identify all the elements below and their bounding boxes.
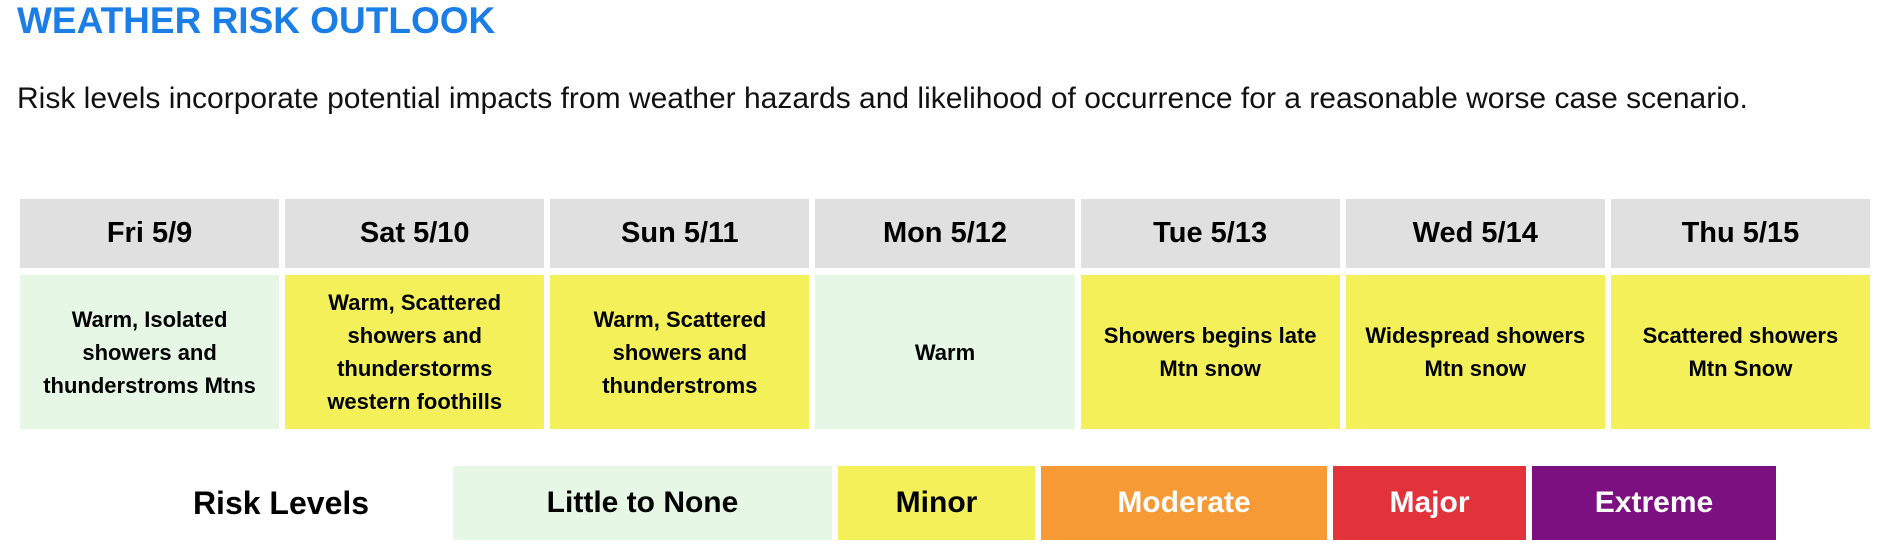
day-cell: Showers begins late Mtn snow: [1080, 275, 1340, 429]
day-header: Fri 5/9: [20, 199, 280, 268]
cell-line: Warm: [914, 339, 976, 365]
day-header: Tue 5/13: [1080, 199, 1340, 268]
day-cell: Warm, Scattered showers and thunderstorms w…: [285, 275, 545, 429]
cell-line: Mtn snow: [1424, 356, 1526, 381]
cell-line: Mtn snow: [1159, 356, 1261, 381]
legend-item: Minor: [838, 466, 1035, 540]
day-header: Sat 5/10: [285, 199, 545, 268]
cell-line: Mtn Snow: [1688, 356, 1793, 381]
legend-title: Risk Levels: [192, 484, 370, 521]
day-cell: Warm, Isolated showers and thunderstroms M…: [20, 275, 280, 429]
cell-line: thunderstorms: [337, 356, 493, 381]
day-header: Mon 5/12: [815, 199, 1075, 268]
cell-line: Scattered showers: [1642, 323, 1839, 348]
day-header: Sun 5/11: [550, 199, 810, 268]
legend-item: Little to None: [453, 466, 832, 540]
day-cell: Warm: [815, 275, 1075, 429]
legend-item: Major: [1333, 466, 1526, 540]
legend-item: Moderate: [1041, 466, 1327, 540]
cell-line: thunderstroms: [602, 372, 758, 398]
legend-item: Extreme: [1532, 466, 1776, 540]
cell-line: Widespread showers: [1365, 323, 1586, 348]
title: WEATHER RISK OUTLOOK: [17, 0, 496, 41]
description: Risk levels incorporate potential impact…: [17, 82, 1748, 115]
day-cell: Scattered showers Mtn Snow: [1610, 275, 1870, 429]
cell-line: Warm, Scattered: [593, 306, 767, 332]
day-cell: Warm, Scattered showers and thunderstroms: [550, 275, 810, 429]
cell-line: Warm, Isolated: [71, 306, 228, 332]
day-header: Thu 5/15: [1610, 199, 1870, 268]
day-cell: Widespread showers Mtn snow: [1345, 275, 1605, 429]
cell-line: Warm, Scattered: [328, 290, 502, 315]
cell-line: showers and: [612, 339, 748, 365]
cell-line: showers and: [82, 339, 217, 365]
cell-line: thunderstroms Mtns: [43, 372, 256, 398]
cell-line: western foothills: [327, 389, 503, 414]
cell-line: Showers begins late: [1103, 323, 1317, 348]
day-header: Wed 5/14: [1345, 199, 1605, 268]
cell-line: showers and: [347, 323, 482, 348]
